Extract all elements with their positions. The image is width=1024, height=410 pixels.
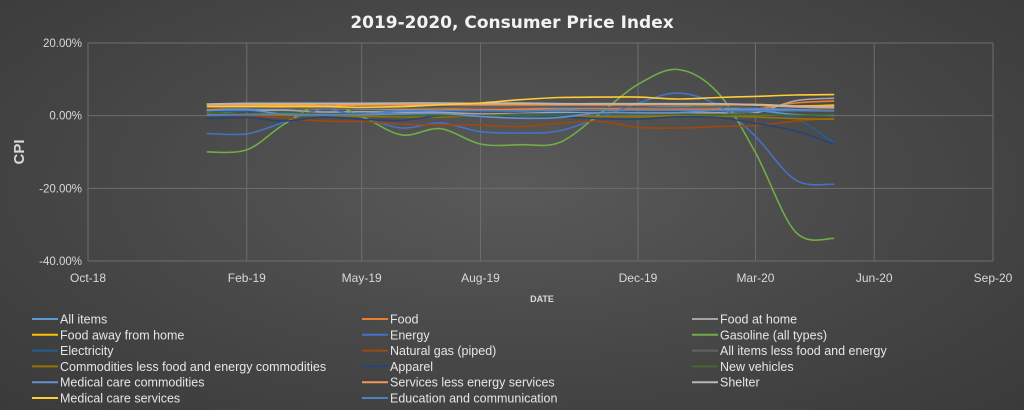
legend-label: Food away from home <box>60 328 184 342</box>
legend-item: Apparel <box>362 360 433 374</box>
legend-label: Shelter <box>720 376 760 390</box>
legend-item: Gasoline (all types) <box>692 328 827 342</box>
legend-item: Shelter <box>692 376 760 390</box>
legend-item: Natural gas (piped) <box>362 344 496 358</box>
x-tick-label: Feb-19 <box>228 271 266 285</box>
series-line-4 <box>206 92 835 186</box>
legend-label: Food <box>390 313 419 327</box>
legend-item: All items less food and energy <box>692 344 888 358</box>
legend-item: All items <box>32 313 107 327</box>
y-axis-ticks: 20.00% 0.00% -20.00% -40.00% <box>39 38 82 268</box>
y-tick-label: 0.00% <box>49 111 82 123</box>
legend-item: Commodities less food and energy commodi… <box>32 360 326 374</box>
legend-item: Food away from home <box>32 328 184 342</box>
x-tick-label: Jun-20 <box>856 271 893 285</box>
legend-label: All items less food and energy <box>720 344 888 358</box>
legend-label: Electricity <box>60 344 114 358</box>
legend-label: Education and communication <box>390 392 558 406</box>
legend-label: Natural gas (piped) <box>390 344 496 358</box>
legend-item: Electricity <box>32 344 114 358</box>
legend-item: New vehicles <box>692 360 794 374</box>
series-line-14 <box>206 102 835 108</box>
x-tick-label: Oct-18 <box>70 271 106 285</box>
series-line-8 <box>206 106 835 113</box>
y-tick-label: -20.00% <box>39 183 82 195</box>
legend-label: Medical care services <box>60 392 180 406</box>
legend-label: Services less energy services <box>390 376 555 390</box>
x-axis-label: DATE <box>530 294 554 304</box>
legend-label: Energy <box>390 328 430 342</box>
legend: All items Food Food at home Food away from … <box>32 313 888 406</box>
y-tick-label: 20.00% <box>43 38 82 50</box>
legend-item: Services less energy services <box>362 376 555 390</box>
legend-label: Commodities less food and energy commodi… <box>60 360 326 374</box>
legend-label: Medical care commodities <box>60 376 205 390</box>
legend-item: Education and communication <box>362 392 558 406</box>
legend-item: Energy <box>362 328 430 342</box>
x-tick-label: Mar-20 <box>736 271 774 285</box>
legend-label: All items <box>60 313 107 327</box>
x-axis-ticks: Oct-18 Feb-19 May-19 Aug-19 Dec-19 Mar-20 Jun-… <box>70 271 1013 285</box>
x-tick-label: May-19 <box>342 271 382 285</box>
y-tick-label: -40.00% <box>39 256 82 268</box>
x-tick-label: Sep-20 <box>974 271 1013 285</box>
legend-item: Medical care commodities <box>32 376 205 390</box>
legend-label: Gasoline (all types) <box>720 328 827 342</box>
series-lines <box>206 68 835 241</box>
series-line-5 <box>206 68 835 241</box>
legend-item: Food at home <box>692 313 797 327</box>
legend-label: New vehicles <box>720 360 794 374</box>
legend-item: Medical care services <box>32 392 180 406</box>
series-line-15 <box>206 93 835 109</box>
legend-label: Apparel <box>390 360 433 374</box>
y-axis-label: CPI <box>11 139 28 164</box>
legend-item: Food <box>362 313 419 327</box>
x-tick-label: Dec-19 <box>619 271 658 285</box>
series-line-16 <box>206 109 835 116</box>
chart-title: 2019-2020, Consumer Price Index <box>350 13 673 33</box>
legend-label: Food at home <box>720 313 797 327</box>
series-line-7 <box>206 113 835 129</box>
series-line-10 <box>206 114 835 146</box>
x-tick-label: Aug-19 <box>461 271 500 285</box>
